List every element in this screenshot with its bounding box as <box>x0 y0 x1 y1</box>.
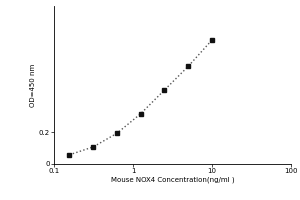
Y-axis label: OD=450 nm: OD=450 nm <box>30 63 36 107</box>
X-axis label: Mouse NOX4 Concentration(ng/ml ): Mouse NOX4 Concentration(ng/ml ) <box>111 177 234 183</box>
